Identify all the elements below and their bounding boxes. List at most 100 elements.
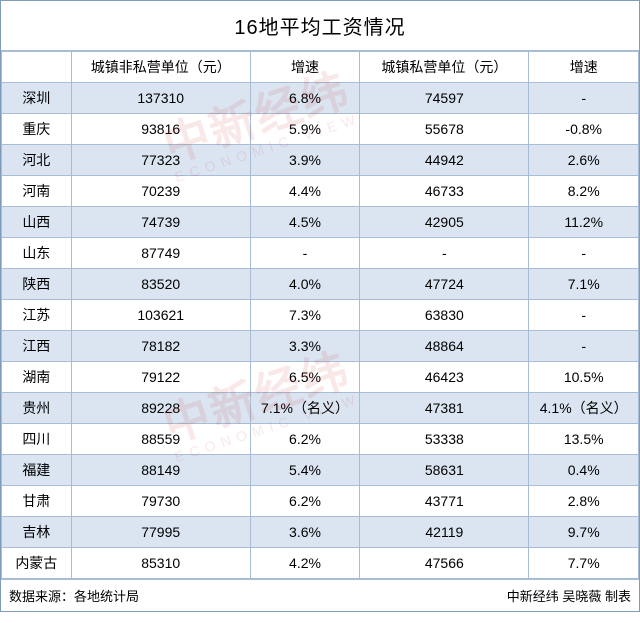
cell-value: 9.7% (529, 517, 639, 548)
cell-value: 43771 (360, 486, 529, 517)
cell-value: 4.1%（名义） (529, 393, 639, 424)
cell-value: 0.4% (529, 455, 639, 486)
cell-region: 福建 (2, 455, 72, 486)
table-row: 陕西835204.0%477247.1% (2, 269, 639, 300)
cell-value: 88149 (71, 455, 250, 486)
cell-value: 103621 (71, 300, 250, 331)
table-row: 四川885596.2%5333813.5% (2, 424, 639, 455)
table-row: 吉林779953.6%421199.7% (2, 517, 639, 548)
cell-value: - (250, 238, 359, 269)
cell-region: 深圳 (2, 83, 72, 114)
table-row: 江苏1036217.3%63830- (2, 300, 639, 331)
table-row: 贵州892287.1%（名义）473814.1%（名义） (2, 393, 639, 424)
cell-region: 四川 (2, 424, 72, 455)
cell-value: 78182 (71, 331, 250, 362)
cell-value: 48864 (360, 331, 529, 362)
cell-value: 55678 (360, 114, 529, 145)
cell-value: 7.3% (250, 300, 359, 331)
cell-region: 贵州 (2, 393, 72, 424)
table-row: 河北773233.9%449422.6% (2, 145, 639, 176)
cell-region: 山西 (2, 207, 72, 238)
cell-value: 44942 (360, 145, 529, 176)
cell-value: - (529, 83, 639, 114)
cell-value: 5.4% (250, 455, 359, 486)
cell-value: 77995 (71, 517, 250, 548)
cell-value: 4.4% (250, 176, 359, 207)
cell-value: 89228 (71, 393, 250, 424)
col-header-private-rate: 增速 (529, 52, 639, 83)
table-row: 江西781823.3%48864- (2, 331, 639, 362)
col-header-region (2, 52, 72, 83)
salary-table-container: 中新经纬 ECONOMIC VIEW 中新经纬 ECONOMIC VIEW 16… (0, 0, 640, 612)
cell-value: 74597 (360, 83, 529, 114)
cell-value: 3.3% (250, 331, 359, 362)
footer-source: 数据来源：各地统计局 (9, 586, 139, 605)
cell-value: 6.5% (250, 362, 359, 393)
cell-value: 13.5% (529, 424, 639, 455)
cell-value: 7.1% (529, 269, 639, 300)
table-row: 山西747394.5%4290511.2% (2, 207, 639, 238)
cell-region: 甘肃 (2, 486, 72, 517)
cell-value: 47381 (360, 393, 529, 424)
cell-value: 53338 (360, 424, 529, 455)
table-body: 深圳1373106.8%74597-重庆938165.9%55678-0.8%河… (2, 83, 639, 579)
cell-value: 2.8% (529, 486, 639, 517)
cell-value: 8.2% (529, 176, 639, 207)
table-row: 深圳1373106.8%74597- (2, 83, 639, 114)
cell-value: - (529, 331, 639, 362)
cell-value: 47724 (360, 269, 529, 300)
cell-value: 63830 (360, 300, 529, 331)
cell-value: 83520 (71, 269, 250, 300)
cell-region: 江西 (2, 331, 72, 362)
cell-value: 7.1%（名义） (250, 393, 359, 424)
cell-region: 重庆 (2, 114, 72, 145)
cell-value: - (529, 300, 639, 331)
cell-value: 137310 (71, 83, 250, 114)
cell-value: - (360, 238, 529, 269)
cell-region: 内蒙古 (2, 548, 72, 579)
cell-value: 6.2% (250, 486, 359, 517)
cell-value: 46733 (360, 176, 529, 207)
table-row: 内蒙古853104.2%475667.7% (2, 548, 639, 579)
cell-value: 93816 (71, 114, 250, 145)
table-row: 河南702394.4%467338.2% (2, 176, 639, 207)
cell-value: 47566 (360, 548, 529, 579)
cell-value: 70239 (71, 176, 250, 207)
cell-region: 山东 (2, 238, 72, 269)
cell-region: 湖南 (2, 362, 72, 393)
cell-value: 2.6% (529, 145, 639, 176)
cell-value: -0.8% (529, 114, 639, 145)
table-title: 16地平均工资情况 (1, 1, 639, 51)
cell-value: 42119 (360, 517, 529, 548)
table-row: 湖南791226.5%4642310.5% (2, 362, 639, 393)
cell-value: 58631 (360, 455, 529, 486)
footer-credit: 中新经纬 吴晓薇 制表 (507, 586, 631, 605)
cell-value: 46423 (360, 362, 529, 393)
col-header-nonprivate-rate: 增速 (250, 52, 359, 83)
cell-value: 7.7% (529, 548, 639, 579)
cell-value: 10.5% (529, 362, 639, 393)
cell-value: 74739 (71, 207, 250, 238)
cell-value: 42905 (360, 207, 529, 238)
cell-value: 77323 (71, 145, 250, 176)
cell-region: 江苏 (2, 300, 72, 331)
cell-value: 79122 (71, 362, 250, 393)
table-footer: 数据来源：各地统计局 中新经纬 吴晓薇 制表 (1, 579, 639, 611)
cell-value: 3.6% (250, 517, 359, 548)
header-row: 城镇非私营单位（元） 增速 城镇私营单位（元） 增速 (2, 52, 639, 83)
cell-value: 3.9% (250, 145, 359, 176)
col-header-nonprivate: 城镇非私营单位（元） (71, 52, 250, 83)
cell-value: - (529, 238, 639, 269)
col-header-private: 城镇私营单位（元） (360, 52, 529, 83)
table-row: 山东87749--- (2, 238, 639, 269)
cell-value: 87749 (71, 238, 250, 269)
cell-region: 陕西 (2, 269, 72, 300)
cell-value: 85310 (71, 548, 250, 579)
cell-region: 河南 (2, 176, 72, 207)
table-row: 福建881495.4%586310.4% (2, 455, 639, 486)
table-row: 甘肃797306.2%437712.8% (2, 486, 639, 517)
cell-region: 河北 (2, 145, 72, 176)
cell-value: 5.9% (250, 114, 359, 145)
cell-value: 88559 (71, 424, 250, 455)
table-row: 重庆938165.9%55678-0.8% (2, 114, 639, 145)
